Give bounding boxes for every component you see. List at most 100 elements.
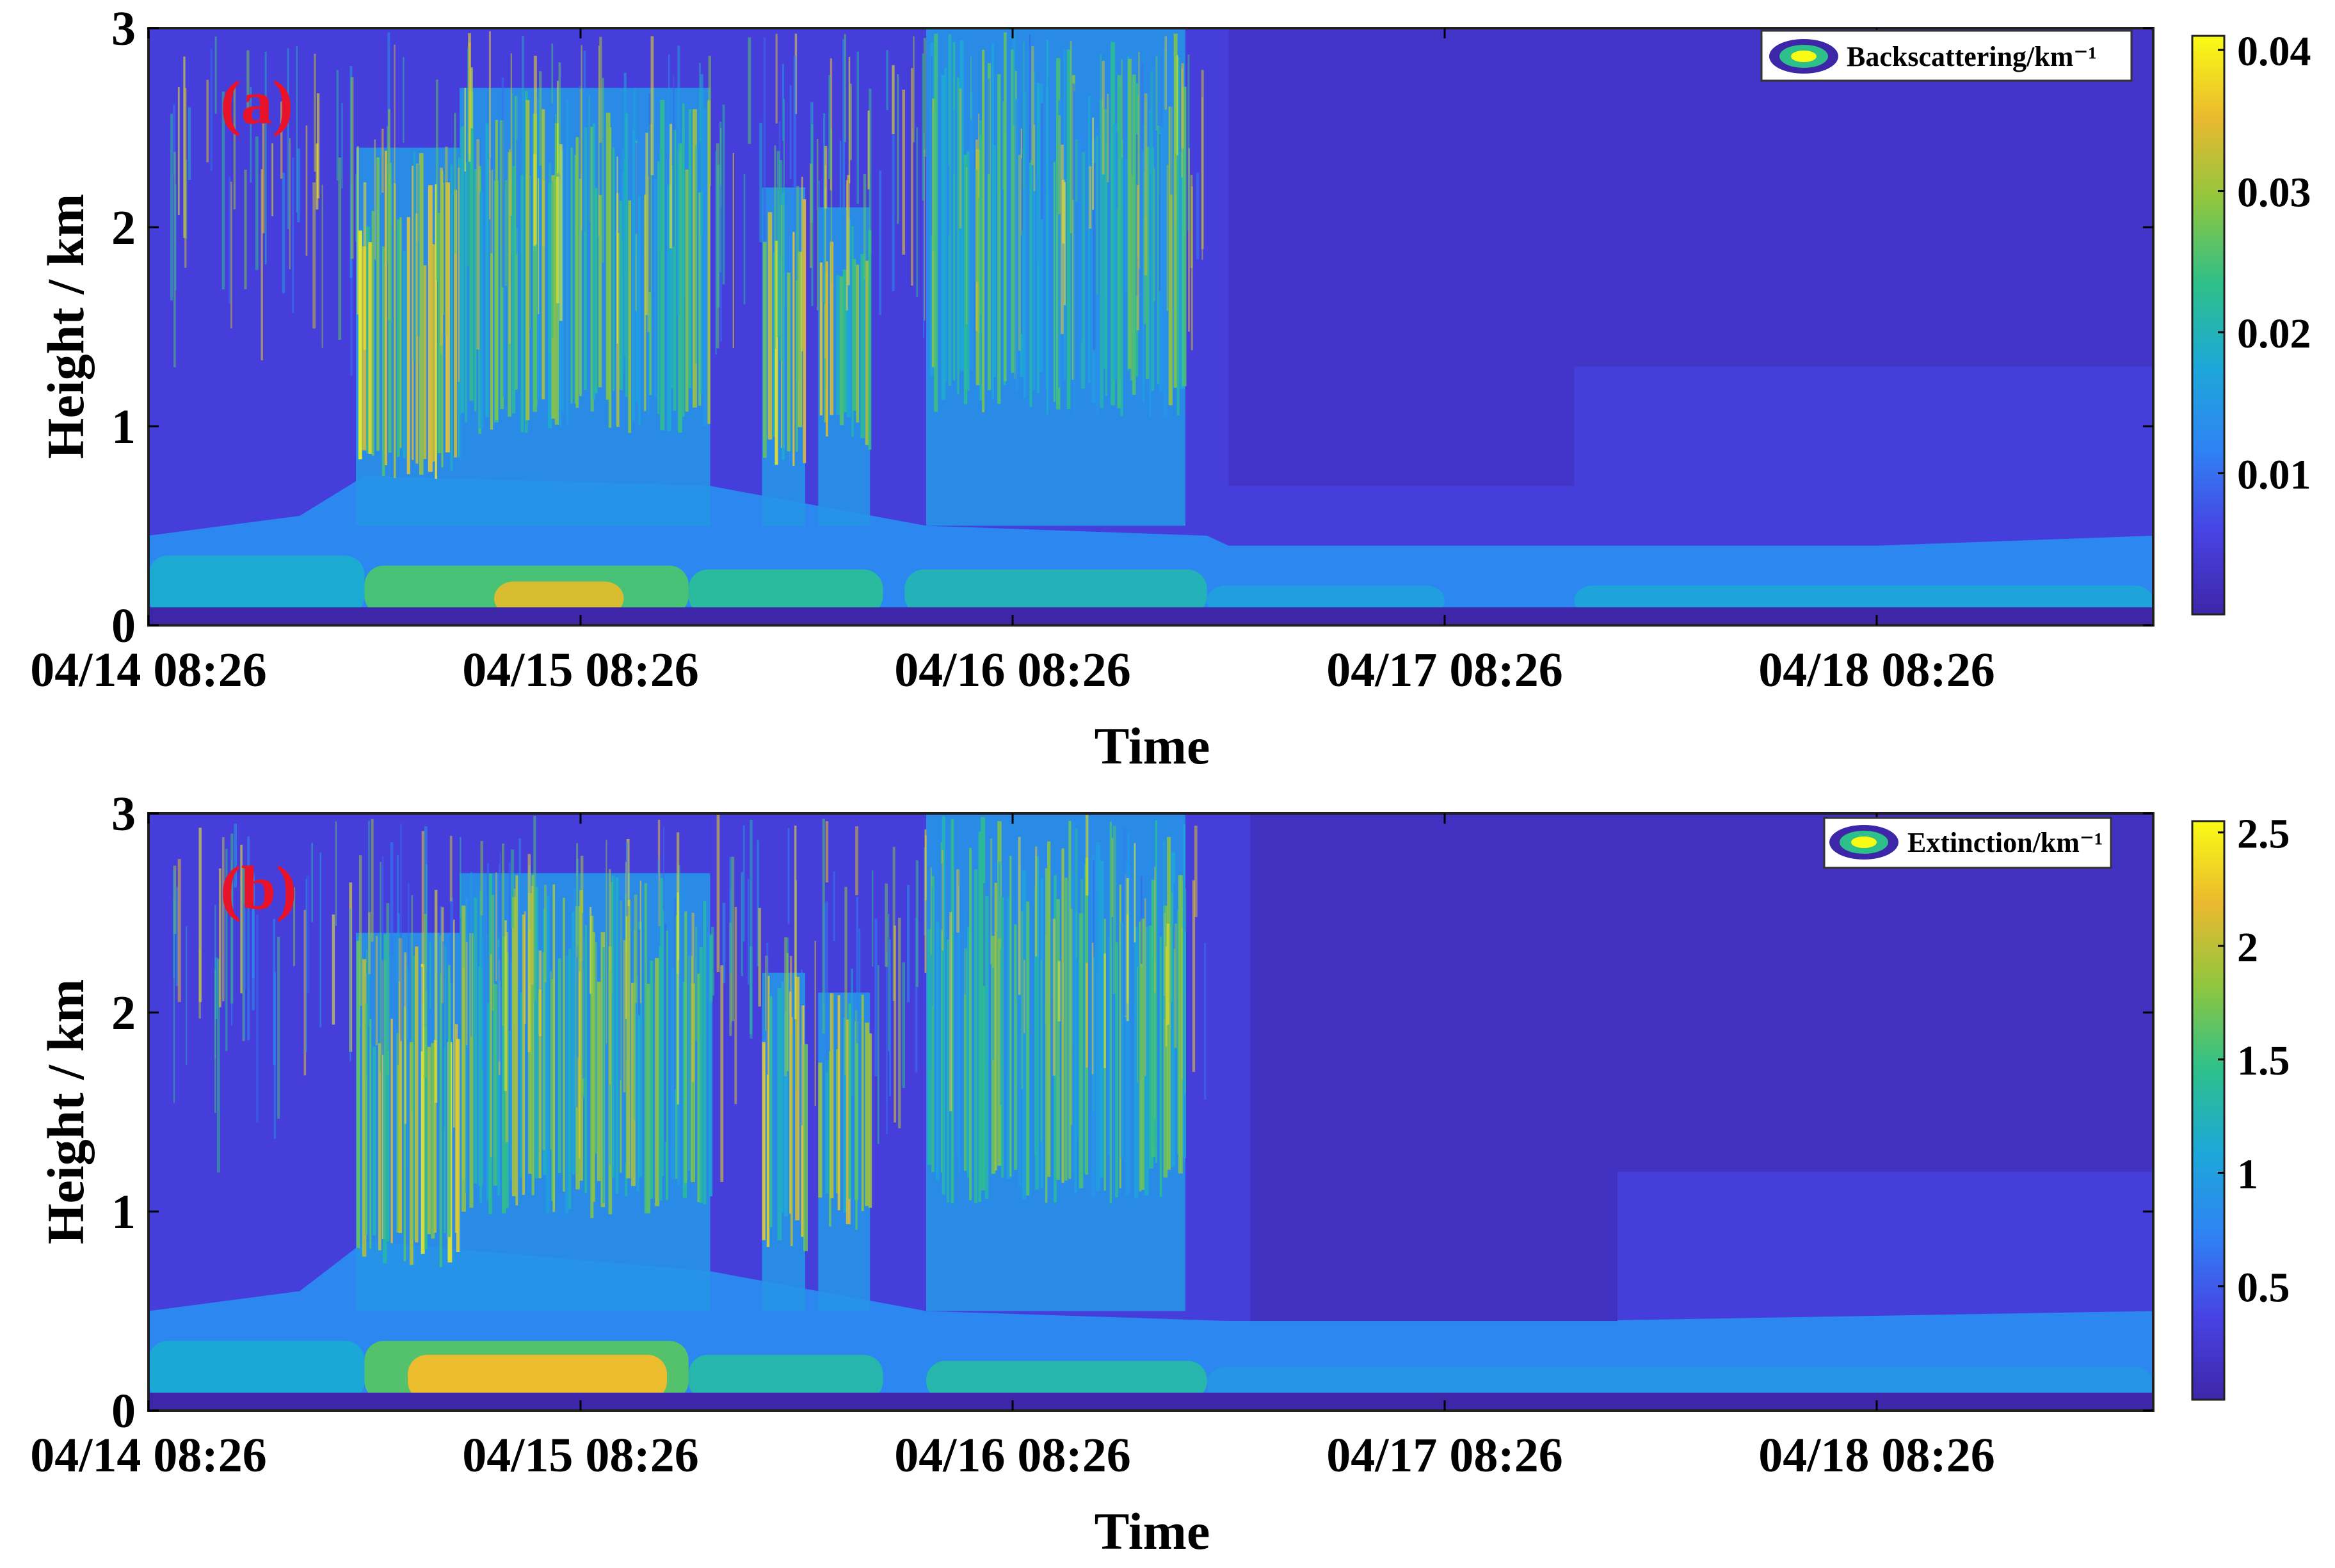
plume-streak <box>795 977 800 1220</box>
plume-streak <box>803 199 806 463</box>
plume-streak <box>606 112 611 400</box>
noise-streak <box>863 174 867 280</box>
plume-streak <box>974 869 978 1204</box>
noise-streak <box>1031 46 1034 166</box>
noise-streak <box>776 150 780 337</box>
plume-streak <box>678 143 682 433</box>
plume-streak <box>638 922 642 1178</box>
noise-streak <box>280 101 283 179</box>
noise-streak <box>1196 172 1200 260</box>
plume-streak <box>1074 909 1077 1193</box>
plume-streak <box>469 933 474 1208</box>
noise-streak <box>830 128 833 284</box>
noise-streak <box>350 77 354 259</box>
plume-streak <box>1115 942 1118 1197</box>
noise-streak <box>394 44 396 230</box>
plume-streak <box>510 961 513 1181</box>
noise-streak <box>931 111 935 251</box>
plume-streak <box>1132 74 1136 396</box>
noise-streak <box>440 169 443 355</box>
plume-streak <box>431 1043 435 1239</box>
plume-streak <box>1146 147 1150 380</box>
plume-streak <box>843 1018 847 1213</box>
noise-streak <box>1075 139 1078 202</box>
noise-streak <box>691 913 694 1082</box>
plume-streak <box>1163 48 1168 418</box>
noise-streak <box>256 915 259 1123</box>
noise-streak <box>486 863 490 1004</box>
plume-streak <box>502 936 506 1213</box>
noise-streak <box>230 181 232 329</box>
noise-streak <box>609 868 611 1085</box>
noise-streak <box>1085 963 1088 1068</box>
noise-streak <box>674 898 677 1090</box>
noise-streak <box>931 56 933 236</box>
plume-streak <box>957 77 959 395</box>
plume-streak <box>673 129 677 411</box>
noise-streak <box>825 821 829 883</box>
noise-streak <box>673 76 675 247</box>
noise-streak <box>1077 959 1080 1138</box>
plume-streak <box>531 875 534 1196</box>
noise-streak <box>221 837 225 1002</box>
plume-streak <box>608 127 612 428</box>
noise-streak <box>316 143 319 210</box>
plume-streak <box>931 876 935 1172</box>
plume-streak <box>981 817 986 1190</box>
noise-streak <box>400 823 402 1041</box>
noise-streak <box>550 971 552 1150</box>
plume-streak <box>1022 870 1027 1200</box>
noise-streak <box>467 48 469 267</box>
colorbar-ramp <box>2191 820 2226 1401</box>
panel-b-legend-text: Extinction/km⁻¹ <box>1907 827 2103 858</box>
noise-streak <box>1112 826 1116 994</box>
plume-streak <box>1061 848 1064 1183</box>
noise-streak <box>892 134 895 291</box>
noise-streak <box>460 836 461 918</box>
noise-streak <box>292 157 294 314</box>
noise-streak <box>1070 909 1073 1125</box>
plume-streak <box>959 40 964 371</box>
noise-streak <box>1192 880 1196 1072</box>
noise-streak <box>688 956 690 1171</box>
noise-streak <box>273 972 277 1139</box>
noise-streak <box>1103 953 1106 1068</box>
noise-streak <box>363 182 367 350</box>
noise-streak <box>856 897 858 1044</box>
noise-streak <box>1023 959 1025 1034</box>
noise-streak <box>531 886 534 985</box>
noise-streak <box>375 936 378 1046</box>
noise-streak <box>662 826 664 911</box>
panel-a-ylabel: Height / km <box>36 194 95 460</box>
noise-streak <box>668 54 670 158</box>
noise-streak <box>602 77 604 263</box>
plume-streak <box>654 179 657 397</box>
plume-streak <box>387 1051 390 1242</box>
noise-streak <box>297 148 300 223</box>
noise-streak <box>763 37 766 242</box>
clear-region-0 <box>1228 28 1575 486</box>
plume-streak <box>565 956 569 1213</box>
plume-streak <box>685 169 689 412</box>
plume-streak <box>403 1006 406 1261</box>
plume-streak <box>671 968 675 1180</box>
noise-streak <box>296 46 298 213</box>
noise-streak <box>464 88 467 172</box>
noise-streak <box>732 152 734 349</box>
plume-streak <box>868 1033 872 1208</box>
noise-streak <box>411 895 413 1112</box>
plume-streak <box>856 264 860 423</box>
plume-streak <box>861 995 864 1212</box>
noise-streak <box>1116 131 1118 209</box>
noise-streak <box>1166 164 1169 311</box>
noise-streak <box>1070 41 1072 234</box>
plume-streak <box>1113 124 1117 380</box>
plume-streak <box>655 957 660 1206</box>
noise-streak <box>1035 846 1038 957</box>
noise-streak <box>216 959 220 1172</box>
plume-streak <box>583 127 587 390</box>
noise-streak <box>1072 83 1075 200</box>
plume-streak <box>644 195 646 412</box>
plume-streak <box>963 948 967 1171</box>
plume-streak <box>552 884 556 1212</box>
